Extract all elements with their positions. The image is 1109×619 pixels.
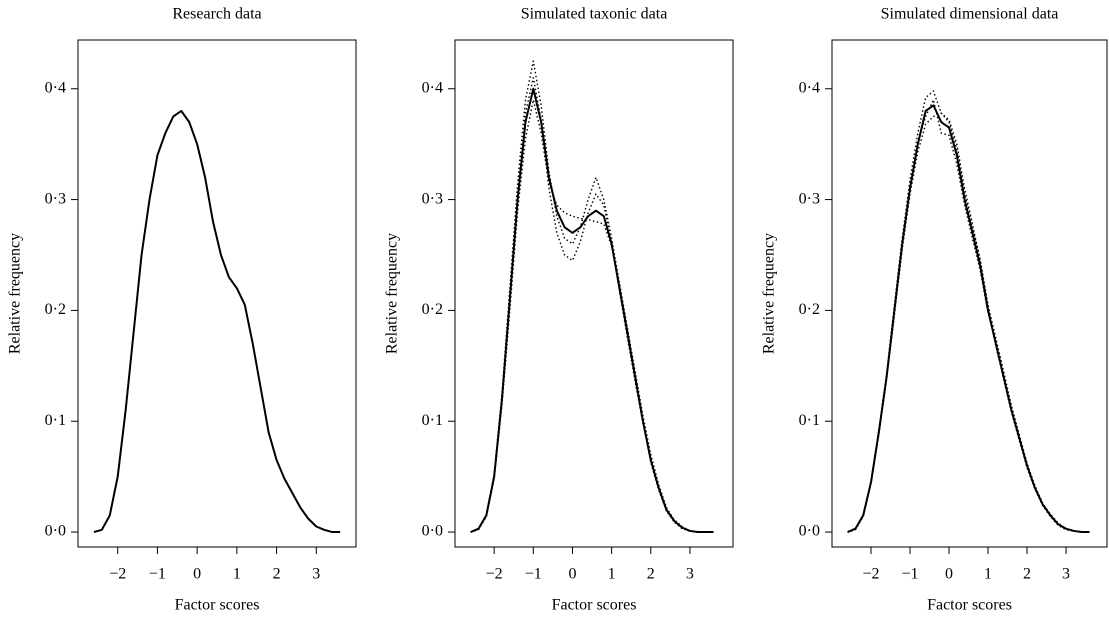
y-axis-label: Relative frequency <box>761 233 778 354</box>
x-tick-label: 3 <box>686 566 694 583</box>
chart-title: Simulated dimensional data <box>881 6 1059 23</box>
y-tick-label: 0·2 <box>45 301 66 318</box>
y-tick-label: 0·1 <box>45 412 66 429</box>
x-axis-label: Factor scores <box>927 597 1012 614</box>
y-tick-label: 0·3 <box>422 190 443 207</box>
y-tick-label: 0·4 <box>422 79 443 96</box>
y-tick-label: 0·4 <box>45 79 66 96</box>
dotted-line <box>847 90 1090 533</box>
solid-line <box>93 109 341 534</box>
chart-title: Research data <box>172 6 261 23</box>
plot-frame <box>831 39 1108 548</box>
x-tick-label: 1 <box>984 566 992 583</box>
y-tick-label: 0·0 <box>799 523 820 540</box>
x-tick-label: 3 <box>1062 566 1070 583</box>
y-tick-label: 0·1 <box>799 412 820 429</box>
x-tick-label: −2 <box>486 566 503 583</box>
x-tick-label: 0 <box>568 566 576 583</box>
x-axis-label: Factor scores <box>552 597 637 614</box>
chart-title: Simulated taxonic data <box>521 6 668 23</box>
x-tick-label: −1 <box>525 566 542 583</box>
dotted-line <box>847 99 1090 533</box>
y-tick-label: 0·3 <box>45 190 66 207</box>
y-tick-label: 0·0 <box>45 523 66 540</box>
x-tick-label: −1 <box>901 566 918 583</box>
x-tick-label: 1 <box>608 566 616 583</box>
x-tick-label: 0 <box>945 566 953 583</box>
x-tick-label: 1 <box>233 566 241 583</box>
dotted-line <box>470 76 714 533</box>
x-tick-label: 3 <box>312 566 320 583</box>
solid-line <box>470 87 714 534</box>
x-tick-label: 2 <box>1023 566 1031 583</box>
y-tick-label: 0·2 <box>799 301 820 318</box>
dotted-line <box>847 112 1090 533</box>
plot-frame <box>77 39 357 548</box>
x-tick-label: 2 <box>647 566 655 583</box>
y-axis-label: Relative frequency <box>7 233 24 354</box>
plot-frame <box>454 39 734 548</box>
y-tick-label: 0·2 <box>422 301 443 318</box>
x-tick-label: 0 <box>193 566 201 583</box>
x-axis-label: Factor scores <box>175 597 260 614</box>
dotted-line <box>470 60 714 533</box>
y-tick-label: 0·4 <box>799 79 820 96</box>
y-axis-label: Relative frequency <box>384 233 401 354</box>
y-tick-label: 0·3 <box>799 190 820 207</box>
x-tick-label: −2 <box>862 566 879 583</box>
y-tick-label: 0·0 <box>422 523 443 540</box>
x-tick-label: −2 <box>109 566 126 583</box>
x-tick-label: −1 <box>149 566 166 583</box>
solid-line <box>847 104 1090 534</box>
y-tick-label: 0·1 <box>422 412 443 429</box>
x-tick-label: 2 <box>273 566 281 583</box>
